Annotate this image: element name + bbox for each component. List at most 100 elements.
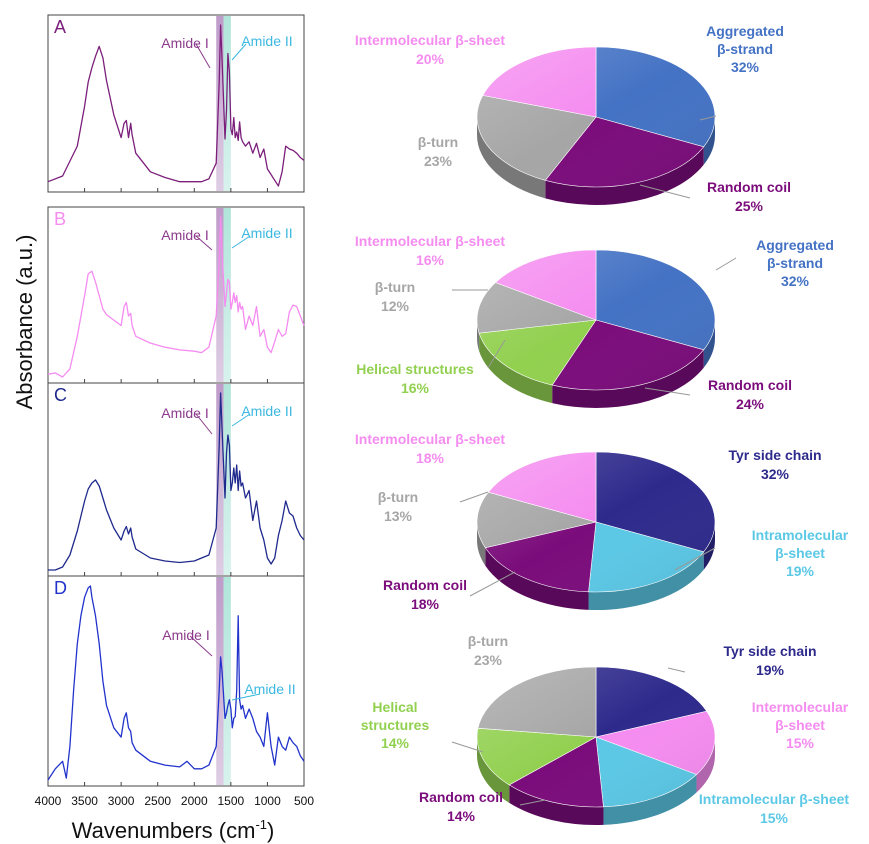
pie-side--turn (477, 522, 486, 566)
pie-label-line1: β-turn (418, 134, 458, 150)
pie-side--turn (477, 117, 546, 199)
amide-i-band (216, 208, 224, 382)
x-tick-label: 3500 (71, 794, 98, 808)
pie-label-pct: 15% (786, 735, 815, 751)
pie-label: Aggregated β-strand 32% (706, 23, 784, 75)
pie-label: β-turn 13% (378, 489, 418, 524)
pie-leader-line (667, 667, 686, 673)
pie-leader-line (644, 387, 691, 396)
pie-label-pct: 15% (760, 810, 789, 826)
pie-label: Intermolecular β-sheet 20% (355, 32, 505, 67)
amide-ii-arrow (231, 235, 251, 249)
pie-label-pct: 16% (416, 252, 445, 268)
pie-label-line1: Intermolecular β-sheet (355, 431, 505, 447)
pie-label: Aggregated β-strand 32% (756, 237, 834, 289)
pie-label-line2: β-sheet (775, 545, 825, 561)
pie-label-pct: 16% (401, 380, 430, 396)
amide-i-label: Amide I (162, 627, 209, 643)
pie-sides (477, 522, 715, 610)
pie-label-line1: Random coil (707, 179, 791, 195)
pie-label-line1: Aggregated (706, 23, 784, 39)
pie-label-pct: 23% (424, 153, 453, 169)
pie-label-pct: 20% (416, 51, 445, 67)
pie-shine (477, 250, 715, 390)
pie-label-line2: β-sheet (775, 717, 825, 733)
spectrum-panel-A: A Amide I Amide II (47, 14, 305, 193)
pie-label: Tyr side chain 19% (723, 643, 816, 678)
spectrum-line (47, 216, 305, 378)
pie-label: β-turn 12% (375, 279, 415, 314)
secondary-structure-pies: Aggregated β-strand 32% Random coil 25% β-tur… (355, 23, 849, 826)
pie-side-helical-structures (477, 737, 510, 803)
amide-ii-arrow (231, 43, 247, 61)
amide-i-arrow (189, 635, 213, 657)
pie-side-random-coil (552, 349, 704, 408)
pie-label-pct: 13% (384, 508, 413, 524)
pie-leader-line (639, 184, 691, 199)
pie-chart-A: Aggregated β-strand 32% Random coil 25% β-tur… (355, 23, 791, 214)
amide-i-label: Amide I (161, 35, 208, 51)
pie-label: Random coil 18% (383, 577, 467, 612)
x-axis-label-main: Wavenumbers (cm (72, 818, 256, 843)
pie-side-aggregated-strand (703, 117, 715, 165)
pie-side-random-coil (545, 146, 704, 205)
pie-label-line1: Random coil (419, 789, 503, 805)
spectrum-line (48, 392, 305, 571)
pie-leader-line (519, 799, 546, 806)
pie-side-intermolecular-sheet (696, 737, 715, 793)
spectrum-line (47, 585, 305, 781)
amide-ii-label: Amide II (241, 225, 292, 241)
x-tick-label: 500 (294, 794, 314, 808)
x-axis-label-sup: -1 (255, 817, 267, 832)
pie-label: Intermolecular β-sheet 15% (752, 699, 849, 751)
pie-label-line1: β-turn (468, 633, 508, 649)
pie-leader-line (715, 257, 737, 271)
pie-label-pct: 24% (736, 396, 765, 412)
x-tick-label: 2000 (181, 794, 208, 808)
amide-i-arrow (195, 413, 213, 435)
amide-i-arrow (195, 235, 213, 251)
amide-ii-label: Amide II (241, 33, 292, 49)
pie-label: Random coil 24% (708, 377, 792, 412)
y-axis-label: Absorbance (a.u.) (12, 235, 37, 410)
amide-i-label: Amide I (161, 405, 208, 421)
x-tick-label: 4000 (35, 794, 62, 808)
pie-label-pct: 19% (756, 662, 785, 678)
panel-letter: A (54, 17, 66, 37)
amide-ii-band (223, 384, 231, 575)
x-tick-labels: 4000 3500 3000 2500 2000 1500 1000 500 (35, 794, 315, 808)
amide-ii-arrow (231, 693, 261, 701)
pie-leader-line (487, 339, 506, 369)
spectrum-panel-C: C Amide I Amide II (47, 382, 305, 577)
pie-label: Tyr side chain 32% (728, 447, 821, 482)
pie-label-pct: 18% (411, 596, 440, 612)
pie-label: Random coil 14% (419, 789, 503, 824)
pie-label: β-turn 23% (418, 134, 458, 169)
spectrum-panel-D: D Amide I Amide II (47, 575, 305, 787)
pie-label: Helical structures 14% (361, 699, 430, 751)
pie-label-pct: 14% (381, 735, 410, 751)
amide-ii-label: Amide II (244, 681, 295, 697)
pie-chart-B: Aggregated β-strand 32% Random coil 24% Helic… (355, 233, 834, 412)
ftir-spectra-panels: A Amide I Amide II B Amide I Amide II C Amide I… (35, 14, 315, 808)
amide-ii-band (223, 208, 231, 382)
x-tick-label: 3000 (108, 794, 135, 808)
pie-side-random-coil (485, 547, 589, 610)
pie-label-pct: 12% (381, 298, 410, 314)
x-tick-label: 1500 (218, 794, 245, 808)
spectrum-frame (47, 575, 305, 787)
pie-side-tyr-side-chain (703, 522, 715, 570)
spectrum-frame (47, 14, 305, 193)
x-axis-label-close: ) (267, 818, 274, 843)
pie-label-line1: Intramolecular (752, 527, 849, 543)
pie-label-pct: 25% (735, 198, 764, 214)
pie-label-line1: Random coil (383, 577, 467, 593)
pie-label: Intramolecular β-sheet 15% (699, 791, 849, 826)
pie-sides (477, 117, 715, 205)
pie-side-aggregated-strand (703, 320, 715, 368)
pie-label-line2: structures (361, 717, 430, 733)
spectrum-line (47, 24, 305, 187)
panel-letter: D (54, 578, 67, 598)
pie-label-line1: Helical (372, 699, 417, 715)
